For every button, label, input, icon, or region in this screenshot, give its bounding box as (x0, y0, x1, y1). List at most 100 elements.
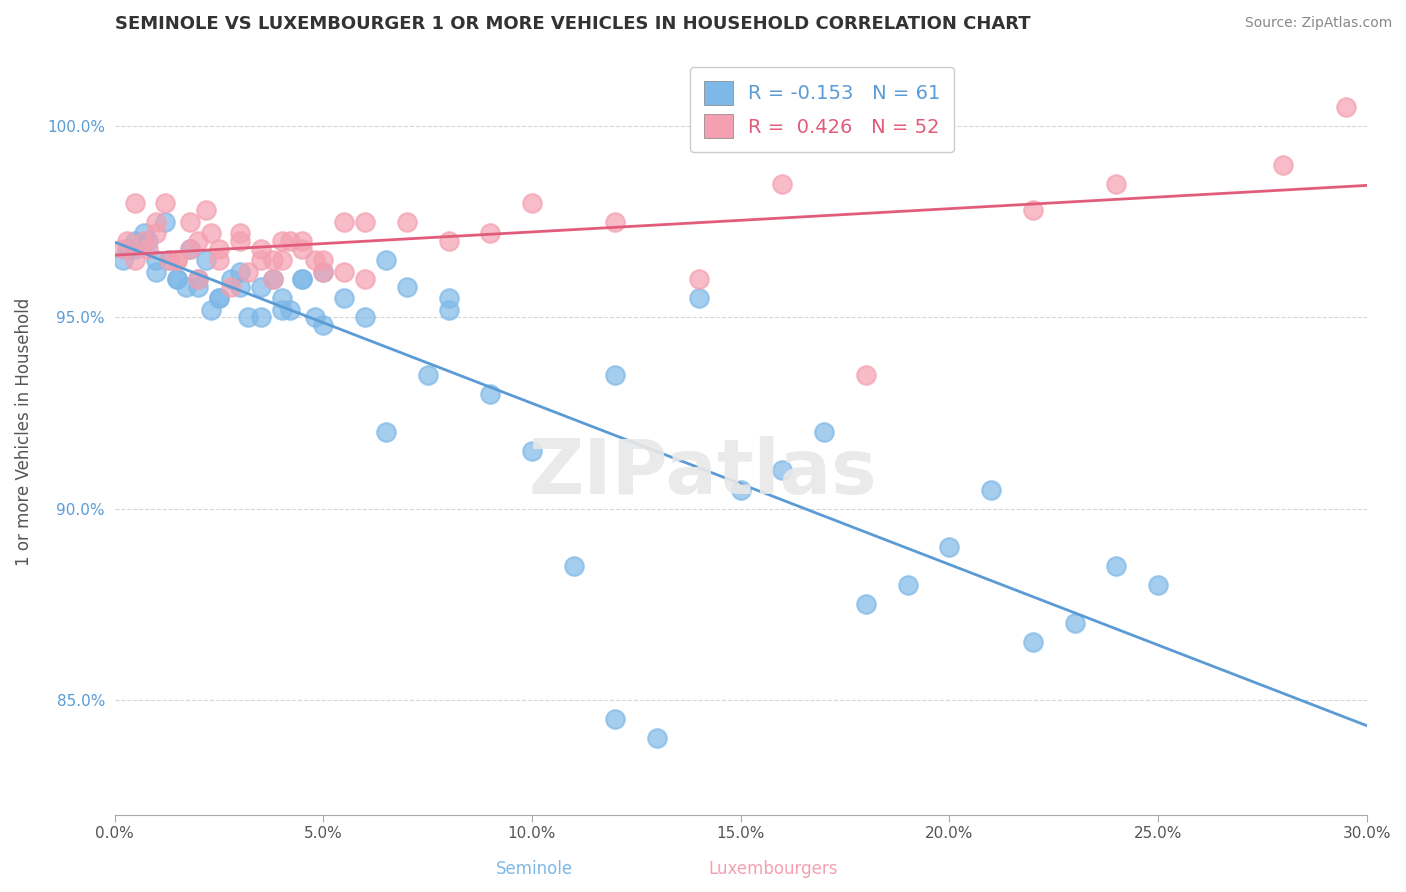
Point (179, 242, 201, 256)
Point (333, 264, 356, 278)
Point (291, 234, 314, 248)
Point (855, 368, 877, 382)
Point (187, 280, 209, 294)
Point (1063, 616, 1085, 631)
Point (124, 195, 146, 210)
Point (479, 387, 502, 401)
Point (179, 242, 201, 256)
Point (562, 559, 585, 574)
Point (262, 272, 284, 286)
Point (249, 280, 271, 294)
Point (208, 291, 231, 305)
Text: Luxembourgers: Luxembourgers (709, 860, 838, 878)
Point (270, 253, 292, 268)
Point (124, 253, 146, 268)
Point (221, 272, 243, 286)
Point (124, 242, 146, 256)
Point (115, 234, 138, 248)
Point (374, 253, 396, 268)
Point (262, 253, 284, 268)
Point (312, 318, 335, 332)
Point (1105, 559, 1128, 574)
Point (291, 272, 314, 286)
Point (195, 253, 218, 268)
Point (278, 302, 301, 317)
Point (333, 215, 356, 229)
Point (145, 253, 167, 268)
Point (249, 242, 271, 256)
Point (153, 195, 176, 210)
Point (437, 291, 460, 305)
Point (229, 280, 252, 294)
Point (208, 242, 231, 256)
Point (437, 302, 460, 317)
Point (354, 272, 377, 286)
Point (262, 272, 284, 286)
Point (187, 272, 209, 286)
Point (333, 291, 356, 305)
Point (270, 291, 292, 305)
Point (249, 310, 271, 325)
Point (938, 540, 960, 554)
Point (520, 444, 543, 458)
Point (291, 242, 314, 256)
Point (208, 253, 231, 268)
Point (157, 253, 180, 268)
Point (200, 227, 222, 241)
Point (157, 253, 180, 268)
Point (229, 264, 252, 278)
Point (238, 264, 260, 278)
Point (166, 253, 188, 268)
Point (304, 310, 326, 325)
Point (395, 280, 418, 294)
Text: Source: ZipAtlas.com: Source: ZipAtlas.com (1244, 16, 1392, 29)
Point (238, 310, 260, 325)
Point (111, 253, 134, 268)
Point (855, 597, 877, 611)
Point (416, 368, 439, 382)
Point (312, 253, 335, 268)
Point (770, 463, 793, 477)
Point (354, 310, 377, 325)
Point (200, 302, 222, 317)
Point (174, 280, 197, 294)
Point (605, 215, 627, 229)
Point (166, 272, 188, 286)
Legend: R = -0.153   N = 61, R =  0.426   N = 52: R = -0.153 N = 61, R = 0.426 N = 52 (690, 67, 955, 152)
Point (229, 227, 252, 241)
Point (153, 215, 176, 229)
Point (136, 242, 159, 256)
Point (270, 234, 292, 248)
Point (813, 425, 835, 439)
Point (688, 291, 710, 305)
Point (1147, 578, 1170, 592)
Point (730, 483, 752, 497)
Point (221, 280, 243, 294)
Point (605, 712, 627, 726)
Point (124, 234, 146, 248)
Point (166, 272, 188, 286)
Text: Seminole: Seminole (496, 860, 572, 878)
Point (195, 203, 218, 218)
Point (520, 195, 543, 210)
Point (291, 272, 314, 286)
Point (312, 264, 335, 278)
Point (145, 227, 167, 241)
Point (179, 215, 201, 229)
Point (1105, 177, 1128, 191)
Point (249, 253, 271, 268)
Point (437, 234, 460, 248)
Point (132, 227, 155, 241)
Point (111, 242, 134, 256)
Point (304, 253, 326, 268)
Text: SEMINOLE VS LUXEMBOURGER 1 OR MORE VEHICLES IN HOUSEHOLD CORRELATION CHART: SEMINOLE VS LUXEMBOURGER 1 OR MORE VEHIC… (115, 15, 1031, 33)
Point (770, 177, 793, 191)
Point (395, 215, 418, 229)
Point (229, 234, 252, 248)
Point (1272, 157, 1295, 171)
Point (1334, 100, 1357, 114)
Point (688, 272, 710, 286)
Point (145, 215, 167, 229)
Point (208, 291, 231, 305)
Y-axis label: 1 or more Vehicles in Household: 1 or more Vehicles in Household (15, 298, 32, 566)
